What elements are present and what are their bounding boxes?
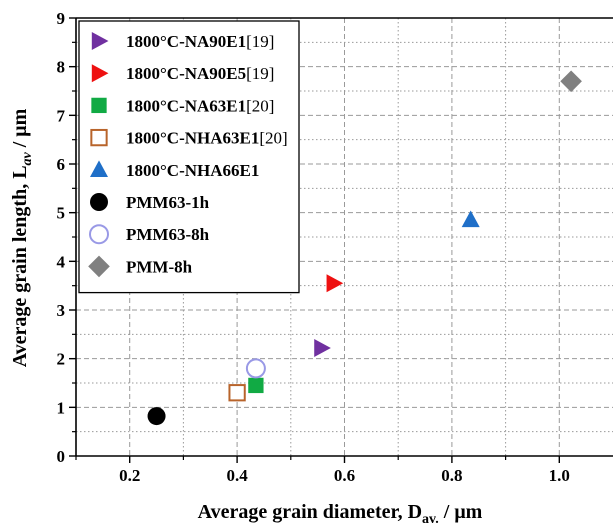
legend-label: 1800°C-NA90E1[19] bbox=[126, 32, 274, 51]
legend-marker bbox=[90, 128, 108, 147]
legend: 1800°C-NA90E1[19] 1800°C-NA90E5[19] 1800°C… bbox=[78, 20, 300, 294]
data-point bbox=[245, 358, 266, 379]
data-point bbox=[314, 338, 331, 357]
y-tick-label: 7 bbox=[57, 106, 66, 125]
x-tick-label: 0.8 bbox=[441, 466, 462, 485]
legend-label: PMM63-1h bbox=[126, 193, 210, 212]
legend-label: 1800°C-NA90E5[19] bbox=[126, 64, 274, 83]
legend-marker bbox=[91, 97, 107, 114]
x-tick-label: 1.0 bbox=[549, 466, 570, 485]
x-axis-title: Average grain diameter, Dav. / μm bbox=[198, 501, 483, 525]
data-point bbox=[147, 407, 166, 426]
legend-label: PMM-8h bbox=[126, 257, 193, 276]
y-tick-label: 6 bbox=[57, 155, 66, 174]
legend-marker bbox=[88, 255, 110, 278]
x-tick-label: 0.4 bbox=[226, 466, 248, 485]
y-axis-title: Average grain length, Lav / μm bbox=[9, 108, 35, 367]
data-points bbox=[147, 70, 582, 426]
x-tick-label: 0.6 bbox=[334, 466, 355, 485]
legend-label: 1800°C-NHA63E1[20] bbox=[126, 129, 288, 148]
y-tick-label: 9 bbox=[57, 9, 66, 28]
y-tick-label: 1 bbox=[57, 398, 66, 417]
tick-marks bbox=[69, 17, 560, 463]
legend-label: 1800°C-NA63E1[20] bbox=[126, 96, 274, 115]
data-point bbox=[560, 70, 582, 93]
legend-label: 1800°C-NHA66E1 bbox=[126, 161, 259, 180]
data-point bbox=[326, 274, 344, 293]
legend-label: PMM63-8h bbox=[126, 225, 210, 244]
legend-marker bbox=[91, 32, 109, 50]
legend-marker bbox=[90, 193, 108, 211]
tick-labels: 0.2 0.4 0.6 0.8 1.0 0 1 2 3 4 5 6 7 8 9 bbox=[57, 9, 570, 485]
y-tick-label: 2 bbox=[57, 350, 66, 369]
legend-marker bbox=[89, 224, 109, 245]
data-point bbox=[461, 210, 480, 228]
data-point bbox=[248, 377, 264, 394]
y-tick-label: 0 bbox=[57, 447, 66, 466]
y-tick-label: 5 bbox=[57, 204, 66, 223]
legend-box bbox=[78, 20, 300, 294]
y-tick-label: 8 bbox=[57, 58, 66, 77]
y-tick-label: 3 bbox=[57, 301, 66, 320]
legend-marker bbox=[90, 160, 108, 177]
legend-marker bbox=[91, 64, 109, 83]
data-point bbox=[228, 384, 246, 402]
y-tick-label: 4 bbox=[57, 252, 66, 271]
x-tick-label: 0.2 bbox=[119, 466, 140, 485]
